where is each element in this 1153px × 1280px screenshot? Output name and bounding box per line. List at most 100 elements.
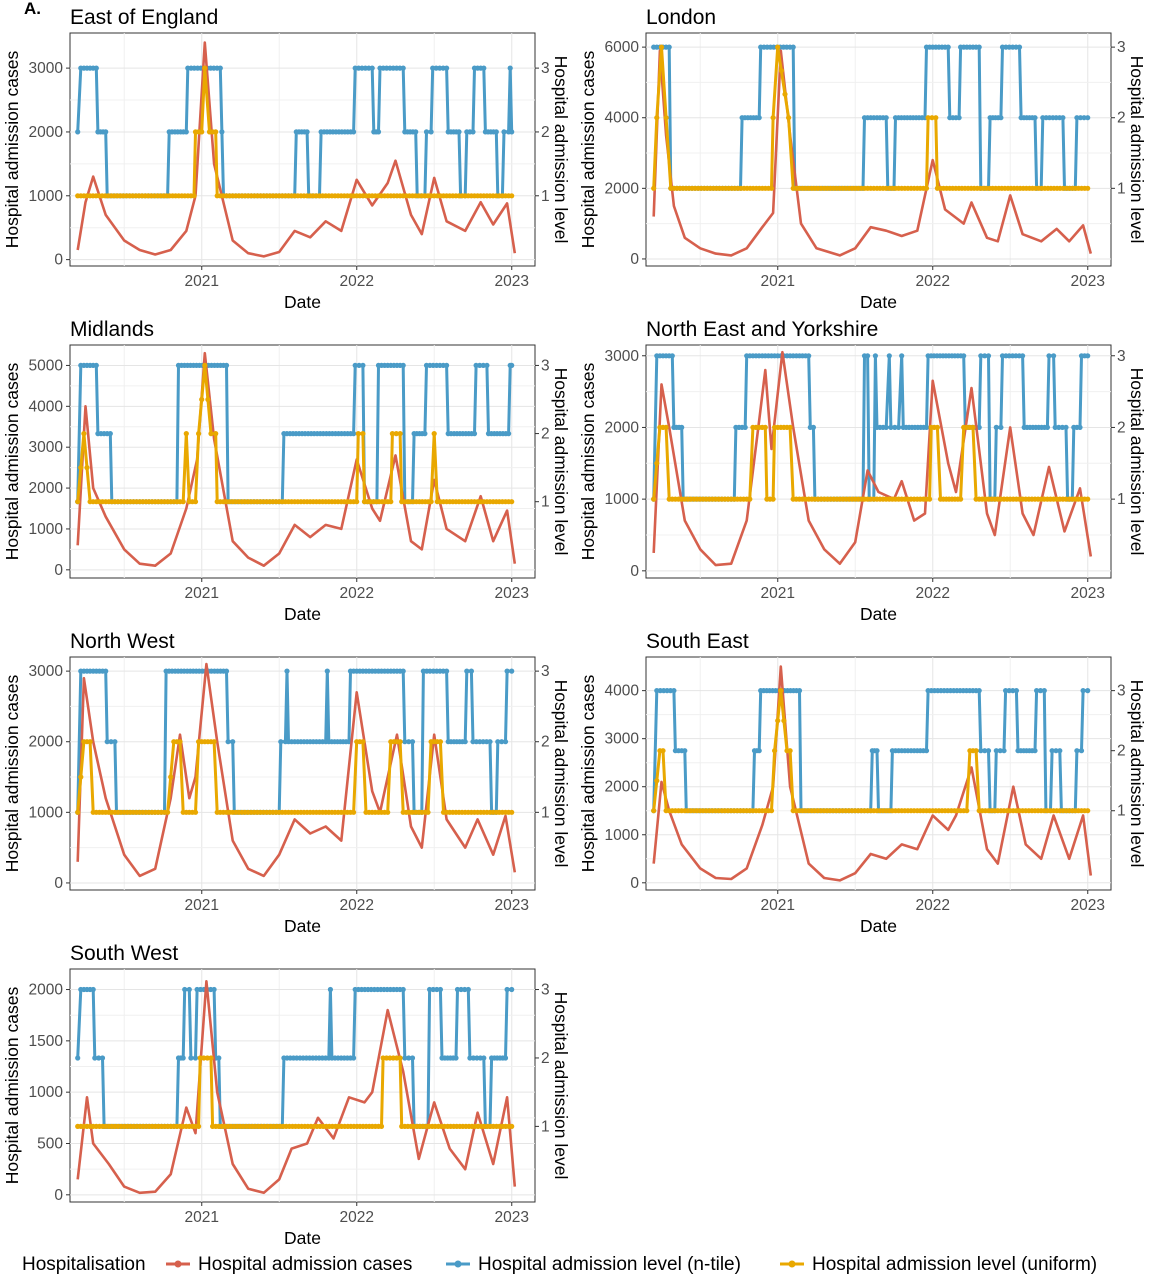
uniform-point [351, 809, 357, 815]
y-tick-label: 2000 [29, 982, 64, 999]
ntile-point [477, 362, 483, 368]
cases-line [652, 665, 1093, 882]
ntile-point [487, 739, 493, 745]
panel-title: South East [646, 630, 749, 653]
y-tick-label: 2000 [29, 124, 64, 141]
ntile-point [471, 431, 478, 437]
uniform-point [786, 115, 792, 121]
legend-dot-uniform [788, 1260, 796, 1268]
ntile-point [499, 739, 505, 745]
uniform-point [78, 465, 84, 471]
ntile-point [865, 353, 871, 359]
y-tick-label: 1500 [29, 1033, 64, 1050]
x-tick-label: 2022 [340, 585, 374, 602]
uniform-point [437, 739, 443, 745]
legend-title: Hospitalisation [22, 1254, 146, 1275]
x-axis-label: Date [860, 292, 897, 312]
x-tick-label: 2023 [495, 585, 529, 602]
y2-tick-label: 1 [1117, 803, 1126, 820]
uniform-point [425, 809, 431, 815]
ntile-point [456, 129, 462, 135]
ntile-point [470, 129, 476, 135]
x-axis-label: Date [284, 292, 321, 312]
ntile-point [806, 353, 812, 359]
uniform-point [393, 431, 399, 437]
uniform-point [762, 424, 768, 430]
y-tick-label: 3000 [605, 348, 640, 365]
ntile-point [923, 748, 930, 754]
ntile-point [406, 739, 412, 745]
uniform-point [747, 496, 753, 502]
ntile-point [409, 1055, 416, 1061]
y-tick-label: 0 [630, 563, 639, 580]
y2-tick-label: 1 [541, 188, 550, 205]
uniform-point [208, 431, 214, 437]
y-tick-label: 0 [54, 875, 63, 892]
x-tick-label: 2022 [340, 273, 374, 290]
ntile-point [892, 424, 898, 430]
ntile-point [186, 986, 192, 993]
uniform-point [775, 44, 781, 50]
y-axis-label: Hospital admission cases [578, 675, 598, 873]
y-tick-label: 4000 [605, 110, 640, 127]
panel-north-east-and-yorkshire: North East and Yorkshire 0 1000 2000 3000 1 2 3… [578, 318, 1147, 624]
ntile-point [92, 1055, 98, 1061]
ntile-point [1053, 748, 1059, 754]
ntile-point [1085, 688, 1091, 694]
y2-tick-label: 2 [1117, 110, 1126, 127]
ntile-point [1006, 688, 1012, 694]
uniform-point [180, 499, 186, 505]
ntile-point [400, 65, 406, 71]
ntile-point [104, 739, 110, 745]
y2-tick-label: 3 [541, 60, 550, 77]
ntile-point [402, 739, 408, 745]
ntile-point [1057, 748, 1063, 754]
ntile-point [454, 986, 461, 993]
ntile-point [481, 1055, 487, 1061]
ntile-point [993, 748, 999, 754]
ntile-point [400, 986, 406, 993]
uniform-point [1085, 185, 1091, 191]
ntile-point [230, 739, 236, 745]
x-tick-label: 2022 [340, 897, 374, 914]
uniform-point [208, 1055, 214, 1061]
uniform-point [78, 774, 84, 780]
panel-title: North East and Yorkshire [646, 318, 878, 341]
ntile-point [1080, 688, 1086, 694]
ntile-point [304, 129, 310, 135]
ntile-point [982, 353, 988, 359]
ntile-point [223, 668, 230, 674]
y-tick-label: 1000 [605, 827, 640, 844]
y-tick-label: 2000 [605, 779, 640, 796]
x-tick-label: 2021 [185, 897, 219, 914]
uniform-point [191, 193, 197, 199]
ntile-point [509, 668, 515, 674]
ntile-point [997, 748, 1003, 754]
uniform-point [165, 809, 171, 815]
ntile-point [671, 688, 677, 694]
uniform-point [509, 499, 515, 505]
uniform-point [199, 129, 205, 135]
ntile-point [427, 986, 433, 993]
ntile-point [93, 362, 99, 368]
ntile-point [108, 739, 114, 745]
y2-axis-label: Hospital admission level [1127, 680, 1147, 868]
ntile-point [888, 424, 894, 430]
ntile-point [896, 424, 902, 430]
y2-tick-label: 1 [541, 494, 550, 511]
uniform-point [360, 739, 366, 745]
ntile-point [961, 353, 967, 359]
ntile-point [468, 668, 474, 674]
uniform-point [768, 808, 775, 814]
ntile-point [506, 431, 512, 437]
uniform-point [397, 431, 403, 437]
y-axis-label: Hospital admission cases [2, 675, 22, 873]
uniform-point [654, 115, 660, 121]
ntile-point [666, 44, 672, 50]
ntile-point [211, 986, 217, 993]
ntile-point [1044, 424, 1050, 430]
ntile-point [375, 129, 382, 135]
ntile-point [886, 353, 892, 359]
